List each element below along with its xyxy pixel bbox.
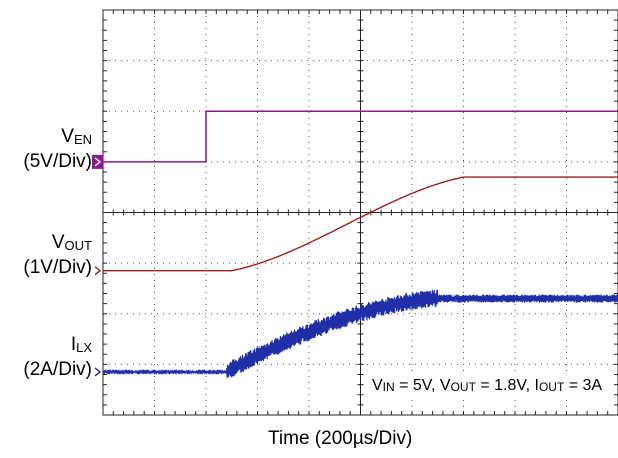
ven-channel-marker [92,154,103,169]
trace-vout [103,176,618,272]
trace-ilx [102,289,618,378]
trace-ven [103,110,618,163]
vout-label: VOUT (1V/Div) [23,232,92,278]
test-conditions-annotation: VIN = 5V, VOUT = 1.8V, IOUT = 3A [372,377,603,394]
ven-label: VEN (5V/Div) [23,126,92,172]
annotation-background [366,374,598,400]
ilx-channel-marker [94,367,102,377]
x-axis-label: Time (200µs/Div) [268,428,413,449]
plot-frame [102,9,618,416]
ven-marker-arrow [94,157,102,167]
ilx-label: ILX (2A/Div) [23,334,92,380]
vout-channel-marker [94,266,102,276]
